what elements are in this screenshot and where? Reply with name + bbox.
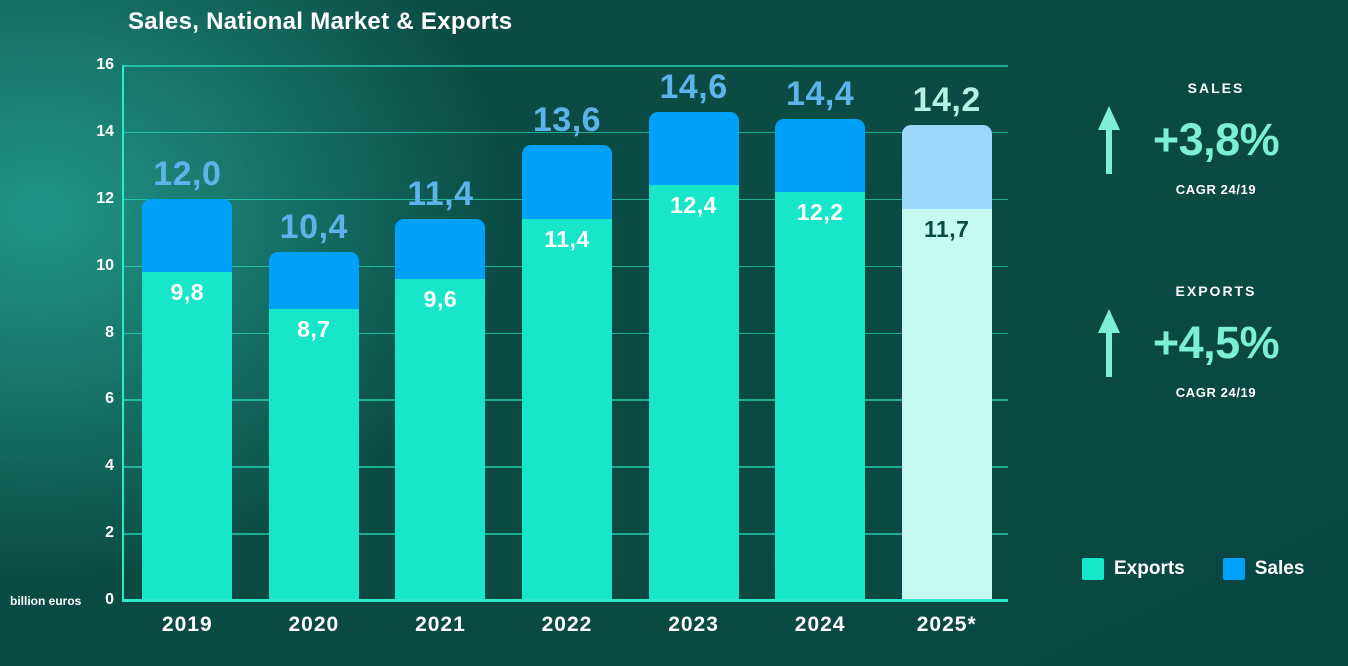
total-value-label: 12,0 (153, 154, 222, 193)
stat-exports: EXPORTS +4,5% CAGR 24/19 (1088, 283, 1298, 400)
x-tick-label: 2022 (541, 613, 593, 636)
bar-group-2021: 11,4 9,6 (377, 65, 504, 600)
y-axis-unit-label: billion euros (10, 594, 82, 608)
bar-group-2020: 10,4 8,7 (251, 65, 378, 600)
stat-exports-value: +4,5% (1152, 317, 1280, 369)
sales-segment (648, 111, 739, 186)
exports-segment: 9,6 (395, 279, 486, 600)
total-value-label: 10,4 (279, 208, 348, 247)
sales-segment (142, 198, 233, 273)
stat-sales-title: SALES (1187, 80, 1245, 96)
stat-sales: SALES +3,8% CAGR 24/19 (1088, 80, 1298, 197)
exports-value-label: 12,2 (796, 199, 844, 226)
x-tick-label: 2024 (794, 613, 846, 636)
bar-group-2024: 14,4 12,2 (757, 65, 884, 600)
bar-group-2022: 13,6 11,4 (504, 65, 631, 600)
bar-stack: 8,7 (268, 252, 359, 600)
exports-value-label: 9,6 (423, 286, 458, 312)
exports-value-label: 12,4 (670, 192, 717, 219)
y-tick-label: 10 (96, 256, 114, 274)
bar-group-2019: 12,0 9,8 (124, 65, 251, 600)
total-value-label: 14,6 (659, 67, 728, 106)
exports-segment: 11,4 (521, 218, 612, 600)
y-tick-label: 14 (96, 122, 114, 140)
exports-segment: 9,8 (142, 272, 233, 600)
y-tick-label: 6 (105, 390, 114, 408)
bar-stack: 12,2 (775, 118, 866, 600)
bar-group-2025: 14,2 11,7 (883, 65, 1010, 600)
sales-segment (395, 218, 486, 279)
exports-value-label: 11,7 (923, 215, 970, 242)
total-value-label: 14,2 (912, 81, 981, 120)
bar-group-2023: 14,6 12,4 (630, 65, 757, 600)
sales-segment (268, 252, 359, 310)
y-tick-label: 0 (105, 591, 114, 608)
x-tick-label: 2019 (161, 613, 213, 636)
bar-stack: 11,7 (901, 125, 992, 600)
gridline (124, 65, 1008, 67)
exports-value-label: 9,8 (170, 279, 205, 306)
legend-item-sales: Sales (1222, 558, 1305, 580)
y-tick-label: 8 (105, 323, 114, 341)
up-arrow-icon (1098, 106, 1120, 174)
sales-segment (521, 145, 612, 219)
up-arrow-icon (1098, 309, 1120, 377)
legend-label-exports: Exports (1114, 558, 1185, 579)
y-tick-label: 12 (96, 189, 114, 207)
bar-stack: 9,6 (395, 218, 486, 600)
x-tick-label: 2025* (916, 613, 977, 636)
gridline (124, 600, 1008, 602)
sales-segment (775, 118, 866, 193)
x-tick-label: 2021 (415, 613, 466, 636)
stat-sales-caption: CAGR 24/19 (1175, 182, 1257, 197)
bar-stack: 9,8 (142, 198, 233, 600)
stat-exports-title: EXPORTS (1175, 283, 1257, 299)
exports-segment: 11,7 (901, 208, 992, 600)
bar-stack: 11,4 (521, 145, 612, 600)
sales-segment (901, 125, 992, 209)
chart-legend: Exports Sales (1082, 558, 1304, 580)
exports-segment: 12,2 (775, 192, 866, 600)
gridline (124, 131, 1008, 134)
y-tick-label: 2 (105, 524, 114, 542)
plot-area: 16 14 12 10 8 6 4 2 0 billion euros 12,0 9,8 10,4 8… (10, 56, 1010, 636)
bar-stack: 12,4 (648, 111, 739, 600)
sales-swatch-icon (1222, 558, 1245, 580)
total-value-label: 14,4 (786, 74, 855, 113)
chart-title: Sales, National Market & Exports (128, 8, 513, 35)
stat-exports-caption: CAGR 24/19 (1175, 385, 1257, 400)
exports-value-label: 8,7 (297, 316, 331, 343)
stat-sales-value: +3,8% (1152, 114, 1280, 166)
x-tick-label: 2023 (668, 613, 719, 636)
exports-swatch-icon (1082, 558, 1104, 580)
x-tick-label: 2020 (288, 613, 340, 636)
legend-label-sales: Sales (1254, 558, 1305, 579)
y-tick-label: 16 (96, 56, 114, 73)
exports-segment: 12,4 (648, 185, 739, 600)
total-value-label: 11,4 (407, 174, 474, 213)
exports-value-label: 11,4 (544, 225, 590, 252)
exports-segment: 8,7 (268, 309, 359, 600)
total-value-label: 13,6 (532, 101, 602, 140)
y-tick-label: 4 (105, 457, 114, 475)
legend-item-exports: Exports (1082, 558, 1185, 580)
